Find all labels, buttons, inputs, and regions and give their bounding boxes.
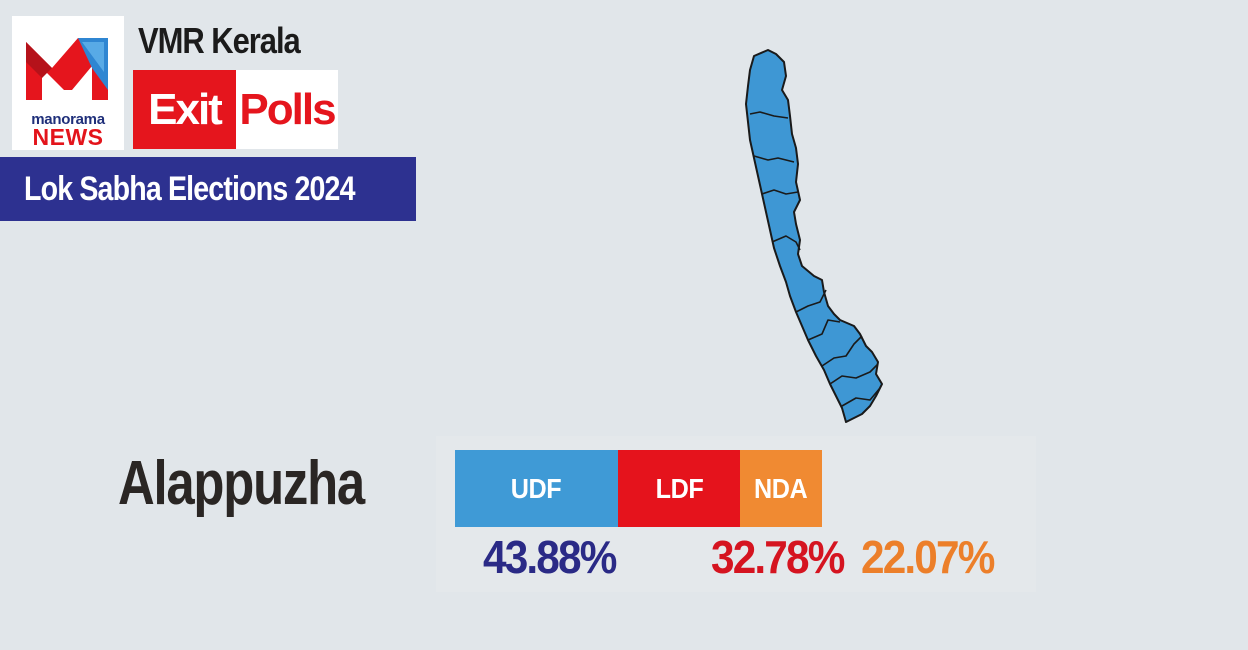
kerala-map-icon — [745, 49, 883, 423]
election-banner-text: Lok Sabha Elections 2024 — [24, 169, 355, 208]
bar-segment-nda: NDA — [740, 450, 822, 527]
constituency-name: Alappuzha — [118, 449, 365, 518]
manorama-m-logo-icon — [22, 28, 112, 114]
party-label-ldf: LDF — [655, 472, 703, 504]
exit-polls-badge: Exit Polls — [133, 70, 338, 149]
manorama-news-logo: manorama NEWS — [12, 16, 124, 150]
party-label-nda: NDA — [754, 472, 808, 504]
election-banner: Lok Sabha Elections 2024 — [0, 157, 416, 221]
vote-share-ldf: 32.78% — [711, 531, 845, 583]
page-title: VMR Kerala — [138, 20, 301, 61]
bar-segment-udf: UDF — [455, 450, 618, 527]
logo-wordmark-news: NEWS — [32, 124, 104, 150]
party-label-udf: UDF — [511, 472, 562, 504]
polls-label: Polls — [236, 70, 338, 149]
vote-share-bar: UDF LDF NDA — [455, 450, 975, 527]
exit-label: Exit — [133, 70, 236, 149]
vote-share-udf: 43.88% — [483, 531, 617, 583]
logo-wordmark-manorama: manorama — [31, 111, 105, 128]
vote-share-nda: 22.07% — [861, 531, 995, 583]
bar-segment-ldf: LDF — [618, 450, 740, 527]
